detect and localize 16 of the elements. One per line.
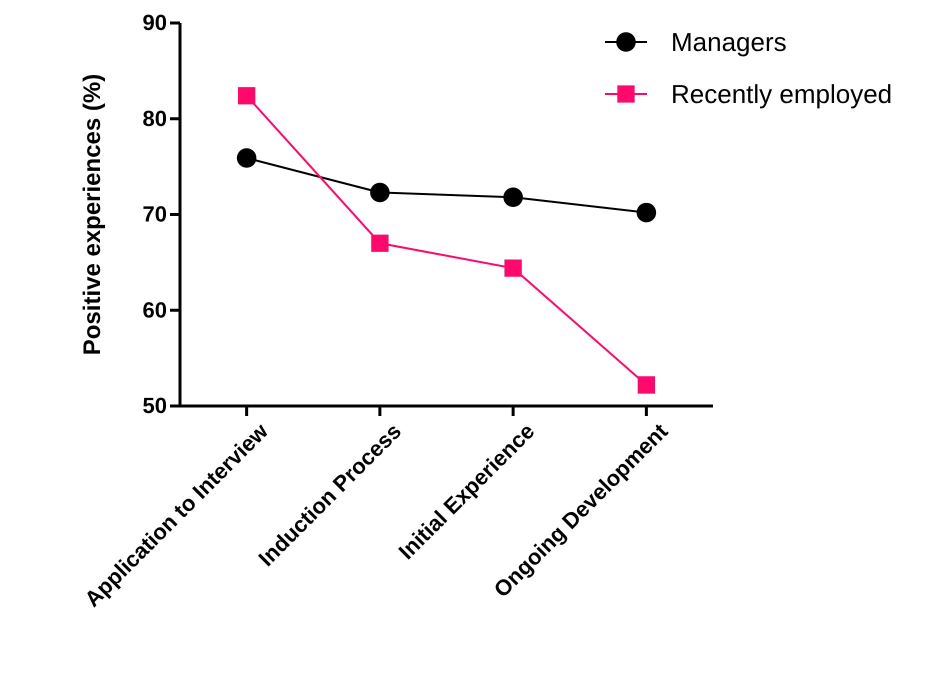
point: [238, 87, 256, 104]
y-tick-label: 90: [142, 10, 167, 36]
y-tick-label: 80: [142, 106, 167, 131]
legend-label: Recently employed: [671, 79, 892, 110]
legend-label: Managers: [671, 27, 787, 58]
point: [504, 259, 522, 277]
point: [636, 202, 656, 222]
point: [371, 234, 389, 252]
point: [638, 376, 656, 394]
y-tick-label: 70: [142, 202, 167, 227]
y-axis-title: Positive experiences (%): [79, 74, 106, 356]
y-tick-label: 50: [142, 393, 167, 418]
point: [503, 188, 523, 208]
y-tick-label: 60: [142, 297, 167, 322]
point: [236, 148, 256, 168]
point: [370, 182, 390, 202]
